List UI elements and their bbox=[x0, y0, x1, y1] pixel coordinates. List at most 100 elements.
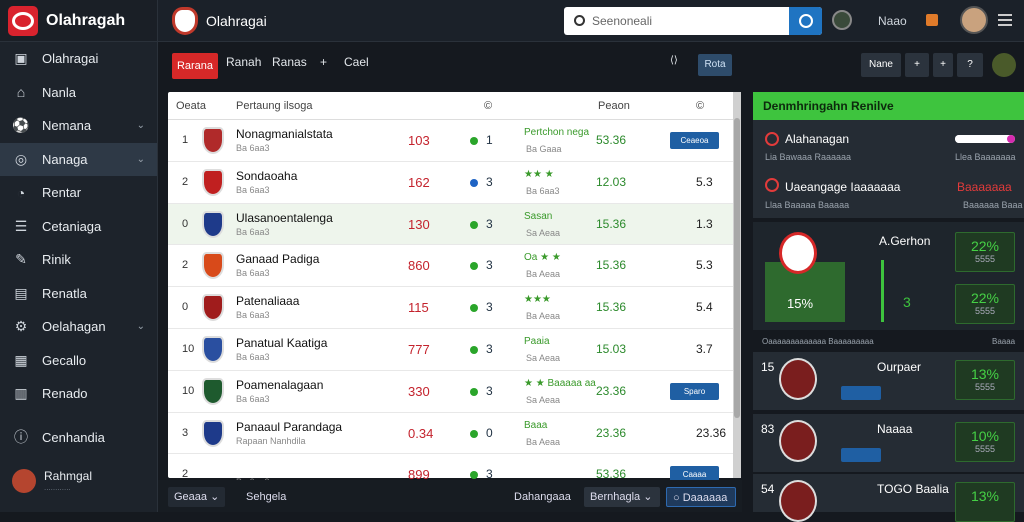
profile-avatar[interactable] bbox=[960, 6, 988, 34]
team-name[interactable]: Panaaul Parandaga bbox=[236, 419, 343, 434]
expand-icon[interactable]: ⟨⟩ bbox=[670, 55, 678, 66]
table-row[interactable]: 3 Panaaul Parandaga Rapaan Nanhdila 0.34 0 Ba… bbox=[168, 413, 741, 455]
menu-icon[interactable] bbox=[998, 14, 1012, 26]
row-badge[interactable]: Sparo bbox=[670, 382, 719, 400]
match-stat-box[interactable]: 10% 5555 bbox=[955, 422, 1015, 462]
live-banner[interactable]: Denmhringahn Renilve bbox=[753, 92, 1024, 120]
team-name[interactable]: Ganaad Padiga bbox=[236, 252, 320, 267]
team-name[interactable]: Poamenalagaan bbox=[236, 377, 324, 392]
sidebar-item-5[interactable]: ☰ Cetaniaga bbox=[0, 210, 157, 244]
status-dot-icon bbox=[470, 345, 478, 354]
col-team[interactable]: Pertaung ilsoga bbox=[236, 100, 313, 112]
stat-box-1[interactable]: 22% 5555 bbox=[955, 232, 1015, 272]
clock-icon: ◔ bbox=[16, 184, 26, 201]
tab-1[interactable]: Ranah bbox=[226, 55, 262, 69]
sidebar-item-10[interactable]: ▥ Renado bbox=[0, 377, 157, 411]
sidebar-user[interactable]: Rahmgal ............ bbox=[0, 464, 157, 498]
match-card[interactable]: 15 Ourpaer 13% 5555 bbox=[753, 352, 1024, 410]
match-stat-box[interactable]: 13% bbox=[955, 482, 1015, 522]
tab-action-button[interactable]: Rota bbox=[698, 54, 732, 76]
row-score: 860 bbox=[408, 258, 430, 274]
row-score: 130 bbox=[408, 216, 430, 232]
stat1-value: 22% bbox=[970, 238, 1000, 254]
right-tool-3[interactable]: + bbox=[933, 53, 953, 77]
team-name[interactable]: Ulasanoentalenga bbox=[236, 210, 333, 225]
user-avatar[interactable] bbox=[832, 10, 852, 30]
sidebar-item-11[interactable]: ⓘ Cenhandia bbox=[0, 421, 157, 455]
row-rank: 2 bbox=[182, 175, 189, 188]
match-name: TOGO Baalia bbox=[877, 482, 949, 496]
table-row[interactable]: 0 Ulasanoentalenga Ba 6aa3 130 3 Sasan Sa Aeaa… bbox=[168, 203, 741, 246]
sidebar-item-2[interactable]: ⚽ Nemana ⌄ bbox=[0, 109, 157, 143]
status-dot-icon bbox=[470, 220, 478, 229]
row-val: 5.3 bbox=[696, 258, 713, 273]
match-button[interactable] bbox=[841, 386, 881, 400]
table-row[interactable]: 0 Patenaliaaa Ba 6aa3 115 3 ★★★ Ba Aeaa 15.36 5.… bbox=[168, 287, 741, 329]
tab-3[interactable]: Cael bbox=[344, 55, 369, 69]
footer-button[interactable]: ○ Daaaaaa bbox=[666, 487, 736, 507]
row-badge[interactable]: Caaaa bbox=[670, 466, 719, 484]
row-badge[interactable]: Ceaeoa bbox=[670, 132, 719, 149]
sidebar-nav: ▣ Olahragai ⌂ Nanla ⚽ Nemana ⌄ ◎ Nanaga ⌄ ◔ Rentar ☰… bbox=[0, 42, 157, 454]
team-sub: Ba 6aa3 bbox=[236, 226, 270, 237]
stat-box-2[interactable]: 22% 5555 bbox=[955, 284, 1015, 324]
app-icon: ▣ bbox=[14, 50, 28, 67]
tab-2[interactable]: Ranas bbox=[272, 55, 307, 69]
scrollbar-thumb[interactable] bbox=[734, 118, 740, 418]
tab-add[interactable]: + bbox=[320, 55, 328, 69]
row-num: 3 bbox=[486, 174, 493, 189]
match-crest-icon bbox=[779, 480, 817, 522]
alert-icon bbox=[765, 132, 779, 146]
match-card[interactable]: 83 Naaaa 10% 5555 bbox=[753, 414, 1024, 472]
search-icon bbox=[574, 15, 585, 26]
match-card[interactable]: 54 TOGO Baalia 13% bbox=[753, 474, 1024, 522]
col-rank[interactable]: Oeata bbox=[176, 100, 206, 112]
team-sub: Ba 6aa3 bbox=[236, 268, 270, 279]
sidebar-item-1[interactable]: ⌂ Nanla bbox=[0, 76, 157, 110]
sidebar-item-6[interactable]: ✎ Rinik bbox=[0, 243, 157, 277]
sidebar-item-label: Oelahagan bbox=[42, 319, 106, 335]
match-stat-box[interactable]: 13% 5555 bbox=[955, 360, 1015, 400]
col-info-2[interactable]: © bbox=[696, 100, 705, 112]
notification-icon[interactable] bbox=[926, 14, 938, 26]
col-info[interactable]: © bbox=[484, 100, 493, 112]
table-row[interactable]: 2 Ganaad Padiga Ba 6aa3 860 3 Oa ★ ★ Ba Aeaa 15… bbox=[168, 245, 741, 288]
right-tool-2[interactable]: + bbox=[905, 53, 929, 77]
sidebar-user-sub: ............ bbox=[44, 483, 71, 493]
right-tool-4[interactable]: ? bbox=[957, 53, 983, 77]
scrollbar[interactable] bbox=[733, 92, 741, 478]
sidebar-item-8[interactable]: ⚙ Oelahagan ⌄ bbox=[0, 310, 157, 344]
row-val: 1.3 bbox=[696, 216, 713, 231]
footer-left2[interactable]: Sehgela bbox=[246, 491, 287, 503]
sidebar-item-0[interactable]: ▣ Olahragai bbox=[0, 42, 157, 76]
table-row[interactable]: 2 Sondaoaha Ba 6aa3 162 3 ★★ ★ Ba 6aa3 12.03 5.3 bbox=[168, 162, 741, 204]
match-stat-sub: 5555 bbox=[974, 382, 996, 392]
search-button[interactable] bbox=[789, 7, 822, 35]
row-form: Baaa bbox=[524, 419, 548, 431]
col-peaon[interactable]: Peaon bbox=[598, 100, 630, 112]
status-dot-icon bbox=[470, 137, 478, 145]
sidebar-item-7[interactable]: ▤ Renatla bbox=[0, 277, 157, 311]
row-score: 115 bbox=[408, 300, 429, 316]
team-name[interactable]: Nonagmanialstata bbox=[236, 127, 333, 141]
tab-active[interactable]: Rarana bbox=[172, 53, 218, 79]
brand[interactable]: Olahragah bbox=[0, 0, 157, 42]
footer-left-select[interactable]: Geaaa ⌄ bbox=[168, 487, 226, 507]
row-pct: 15.36 bbox=[596, 300, 627, 315]
sidebar-item-3[interactable]: ◎ Nanaga ⌄ bbox=[0, 142, 157, 176]
sidebar-item-4[interactable]: ◔ Rentar bbox=[0, 176, 157, 210]
table-row[interactable]: 10 Poamenalagaan Ba 6aa3 330 3 ★ ★ Baaaaa aa S… bbox=[168, 371, 741, 413]
sidebar-item-9[interactable]: ▦ Gecallo bbox=[0, 344, 157, 378]
team-name[interactable]: Sondaoaha bbox=[236, 168, 298, 183]
table-row[interactable]: 1 Nonagmanialstata Ba 6aa3 103 1 Pertchon neg… bbox=[168, 120, 741, 162]
team-name[interactable]: Panatual Kaatiga bbox=[236, 335, 328, 350]
table-row[interactable]: 10 Panatual Kaatiga Ba 6aa3 777 3 Paaia Sa Aea… bbox=[168, 329, 741, 371]
right-tool-1[interactable]: Nane bbox=[861, 53, 901, 77]
team-name[interactable]: Patenaliaaa bbox=[236, 294, 300, 309]
table-footer: Geaaa ⌄ Sehgela Dahangaaa Bernhagla ⌄ ○ … bbox=[158, 480, 742, 512]
search-input[interactable]: Seenoneali bbox=[564, 7, 822, 35]
match-button[interactable] bbox=[841, 448, 881, 462]
row-form: Sasan bbox=[524, 210, 553, 222]
footer-select[interactable]: Bernhagla ⌄ bbox=[584, 487, 660, 507]
standings-table: Oeata Pertaung ilsoga © Peaon © 1 Nonagma… bbox=[168, 92, 741, 497]
